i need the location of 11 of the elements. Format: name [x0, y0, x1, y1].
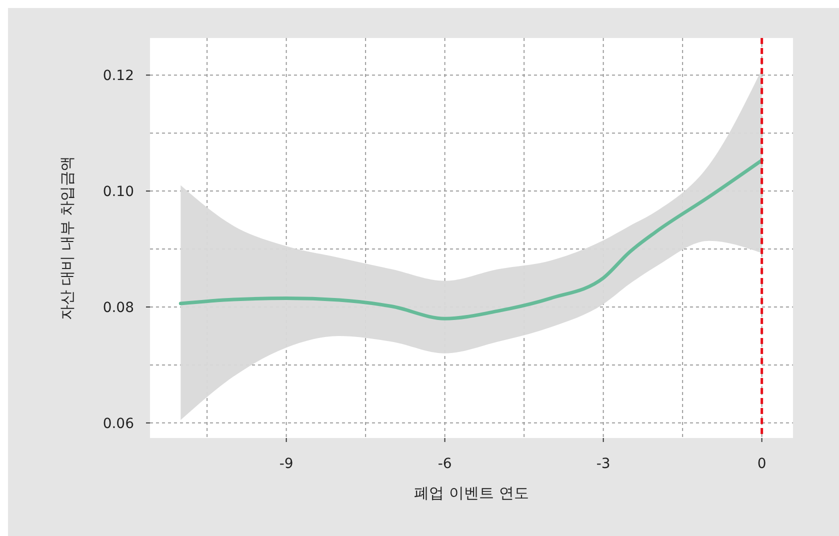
y-tick-label: 0.12: [102, 68, 134, 84]
x-tick-label: -9: [279, 456, 294, 472]
x-tick-label: -6: [438, 456, 452, 472]
x-axis-title: 폐업 이벤트 연도: [414, 484, 529, 502]
x-tick-label: 0: [757, 456, 766, 472]
line-series: [178, 158, 764, 320]
y-tick-label: 0.10: [102, 184, 134, 200]
y-tick-label: 0.06: [102, 416, 134, 432]
y-axis-title: 자산 대비 내부 차입금액: [58, 156, 76, 320]
y-tick-label: 0.08: [102, 300, 134, 316]
x-tick-label: -3: [596, 456, 610, 472]
